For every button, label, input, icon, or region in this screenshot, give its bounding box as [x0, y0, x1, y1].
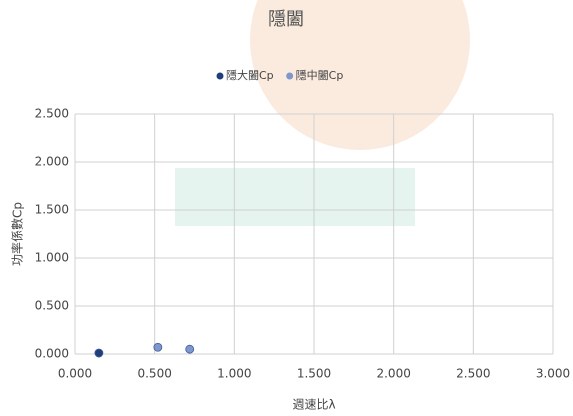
x-tick-label: 0.000 [58, 367, 92, 381]
chart-title: 隱闔 [268, 9, 304, 30]
x-tick-label: 2.500 [456, 367, 490, 381]
x-tick-label: 1.000 [217, 367, 251, 381]
y-tick-label: 0.500 [35, 299, 69, 313]
y-tick-label: 0.000 [35, 347, 69, 361]
watermark [175, 168, 415, 226]
x-tick-label: 3.000 [536, 367, 570, 381]
watermark [250, 0, 470, 150]
data-point [94, 348, 104, 358]
y-tick-label: 1.000 [35, 251, 69, 265]
x-tick-label: 1.500 [297, 367, 331, 381]
y-tick-label: 2.000 [35, 155, 69, 169]
data-point [185, 344, 195, 354]
legend-label: 隱中闔Cp [296, 68, 344, 82]
y-tick-label: 2.500 [35, 107, 69, 121]
legend-label: 隱大闔Cp [226, 68, 274, 82]
y-tick-label: 1.500 [35, 203, 69, 217]
x-axis-label: 週速比λ [292, 398, 335, 412]
legend-marker [216, 72, 224, 80]
legend-marker [286, 72, 294, 80]
y-axis-label: 功率係數Cp [10, 202, 25, 266]
x-tick-label: 0.500 [137, 367, 171, 381]
x-tick-label: 2.000 [376, 367, 410, 381]
data-point [153, 342, 163, 352]
